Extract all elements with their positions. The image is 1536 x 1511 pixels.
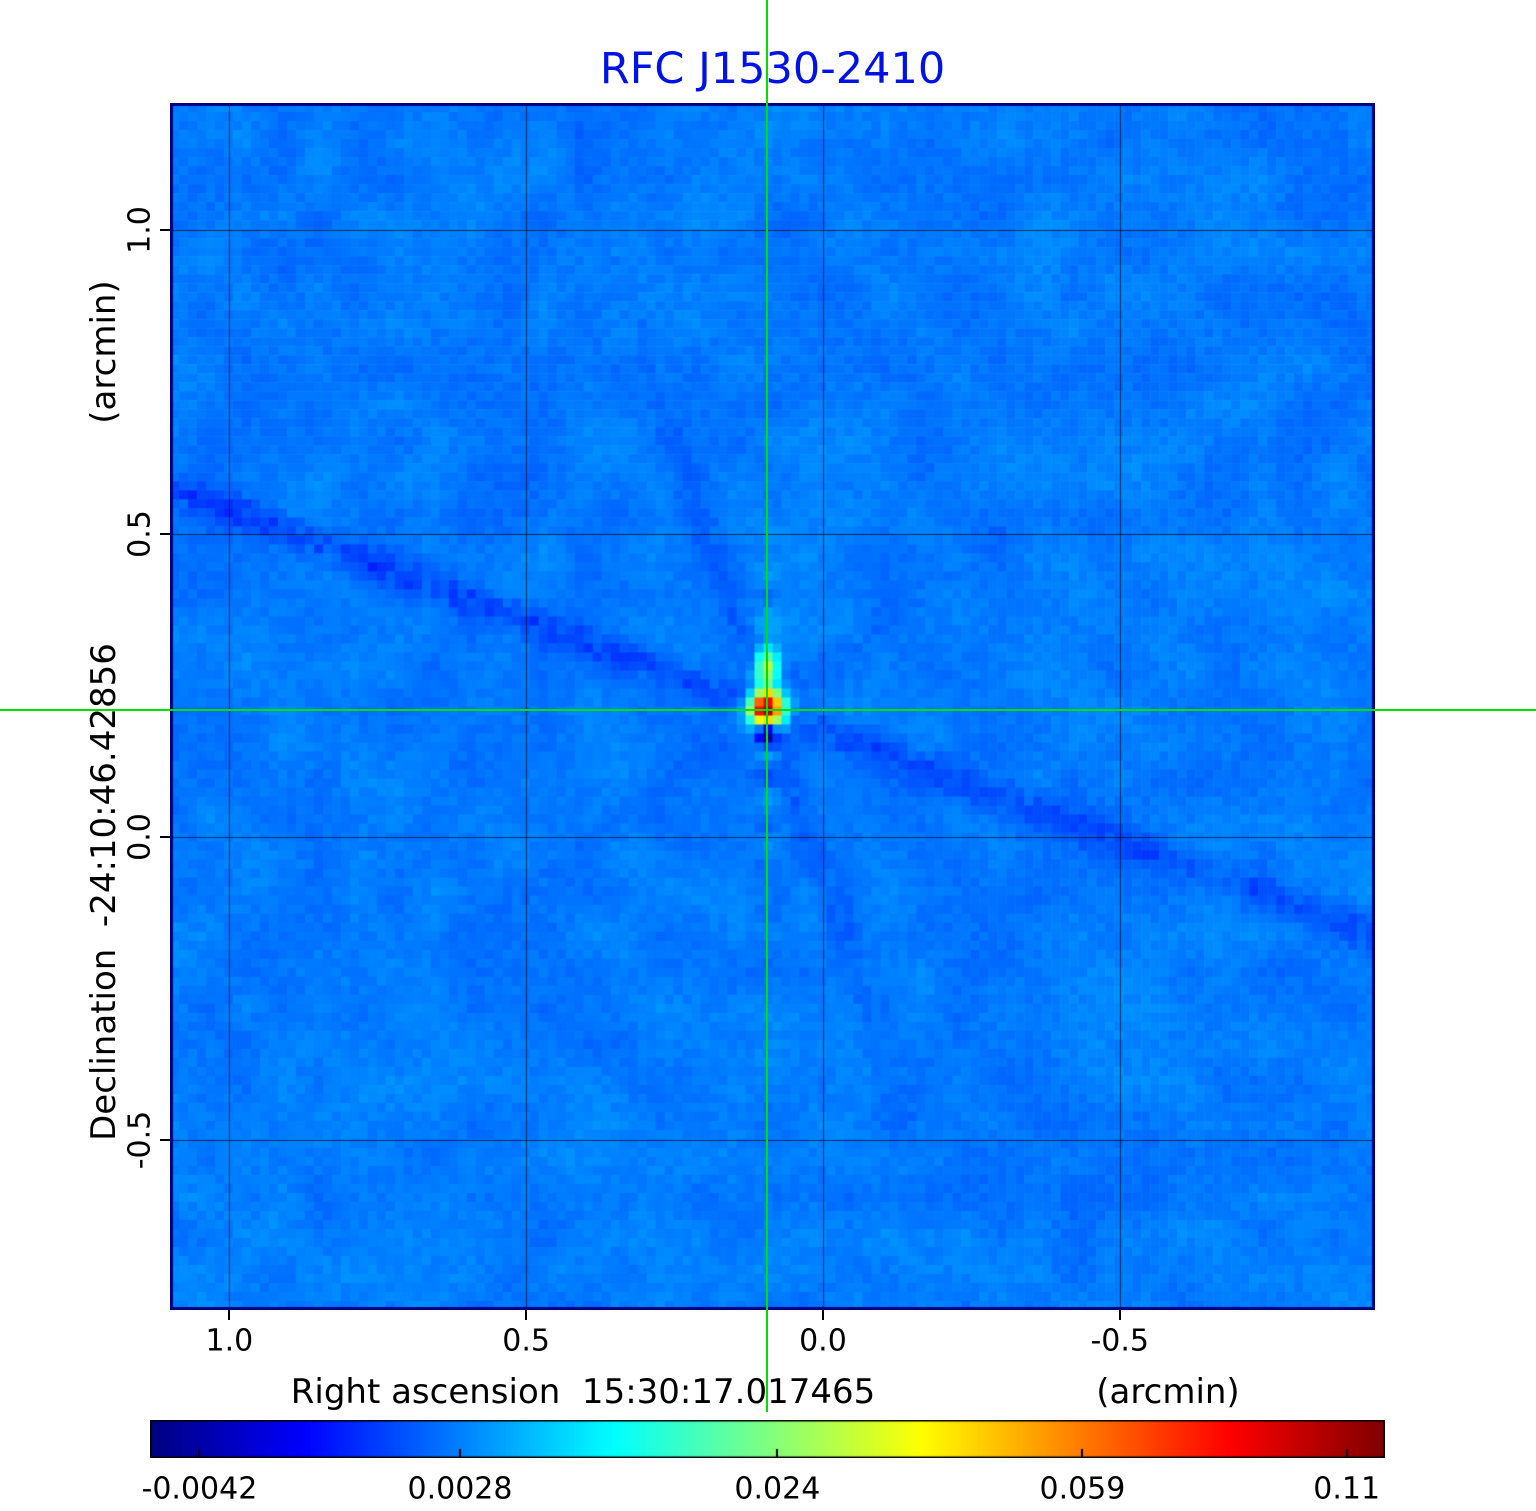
colorbar-tick-label: 0.059 (1039, 1471, 1126, 1507)
x-tick-label: 0.0 (799, 1323, 847, 1359)
y-tick-mark (160, 835, 170, 838)
colorbar-tick-label: 0.0028 (407, 1471, 513, 1507)
colorbar-tick-label: 0.024 (734, 1471, 821, 1507)
crosshair-vertical-line (765, 0, 768, 1412)
y-tick-mark (160, 1139, 170, 1142)
x-tick-label: 1.0 (205, 1323, 254, 1359)
y-axis-label: Declination -24:10:46.42856 (84, 643, 124, 1141)
y-tick-mark (160, 229, 170, 232)
y-tick-label: 0.0 (122, 813, 158, 861)
plot-title: RFC J1530-2410 (599, 44, 946, 94)
y-axis-unit-label: (arcmin) (84, 280, 124, 424)
sky-map-canvas (170, 103, 1375, 1310)
colorbar-tick-label: 0.11 (1313, 1471, 1381, 1507)
x-tick-mark (525, 1310, 528, 1320)
x-axis-label: Right ascension 15:30:17.017465 (290, 1372, 876, 1412)
colorbar-tick-label: -0.0042 (141, 1471, 258, 1507)
x-tick-label: 0.5 (502, 1323, 551, 1359)
y-tick-label: -0.5 (122, 1110, 158, 1170)
y-tick-label: 1.0 (122, 206, 158, 255)
x-tick-mark (821, 1310, 824, 1320)
y-tick-label: 0.5 (122, 509, 158, 558)
colorbar (150, 1420, 1385, 1458)
x-tick-mark (228, 1310, 231, 1320)
crosshair-horizontal-line (0, 708, 1536, 711)
x-tick-mark (1118, 1310, 1121, 1320)
y-tick-mark (160, 532, 170, 535)
x-tick-label: -0.5 (1090, 1323, 1150, 1359)
x-axis-unit-label: (arcmin) (1096, 1372, 1240, 1412)
